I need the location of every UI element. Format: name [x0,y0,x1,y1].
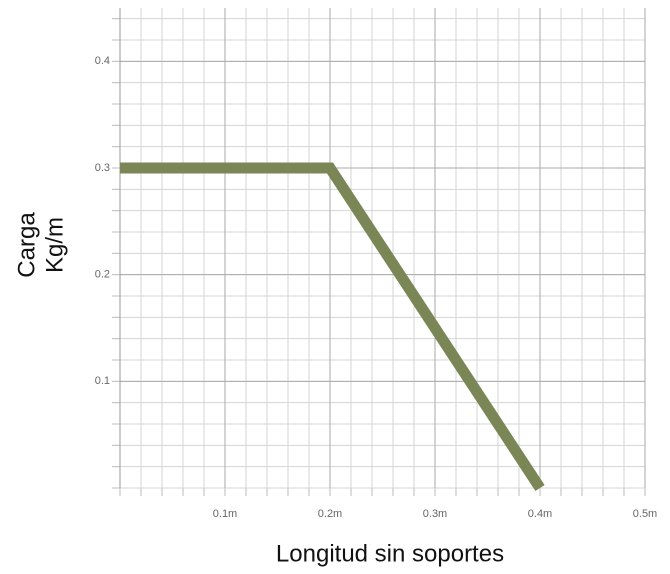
y-tick-label: 0.3 [95,162,110,174]
x-tick-label: 0.1m [213,508,237,520]
y-tick-label: 0.4 [95,55,110,67]
x-tick-label: 0.5m [633,508,657,520]
data-line [120,162,545,492]
y-axis-title-line: Carga [13,212,40,278]
y-tick-label: 0.1 [95,375,110,387]
x-tick-label: 0.4m [528,508,552,520]
x-tick-label: 0.2m [318,508,342,520]
y-tick-label: 0.2 [95,269,110,281]
x-axis-title: Longitud sin soportes [276,540,504,567]
x-tick-label: 0.3m [423,508,447,520]
y-axis-title: Carga Kg/m [13,212,68,278]
y-axis-title-line: Kg/m [41,217,68,273]
